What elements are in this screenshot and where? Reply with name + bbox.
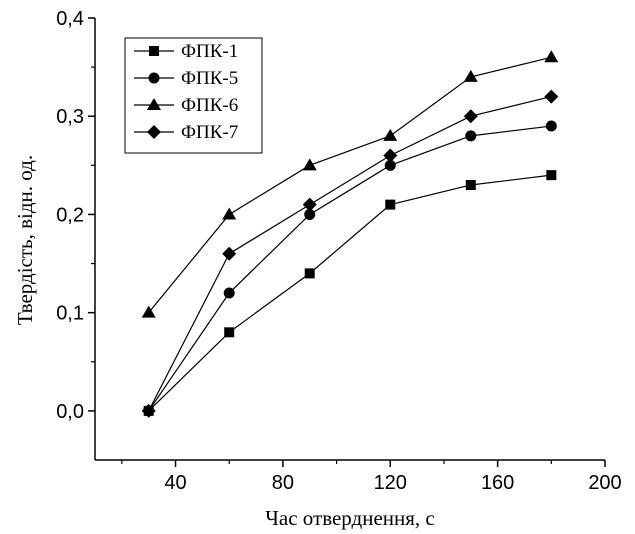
legend-item: ФПК-7 — [134, 122, 238, 143]
legend-marker — [149, 46, 159, 56]
legend-item: ФПК-6 — [134, 95, 238, 116]
x-axis-title: Час отверднення, с — [265, 506, 434, 530]
y-axis-title: Твердість, відн. од. — [13, 155, 37, 325]
legend-label: ФПК-7 — [181, 122, 238, 143]
legend-marker — [148, 72, 160, 84]
series-1 — [143, 170, 557, 416]
series-layer — [141, 50, 559, 418]
data-point-diamond — [544, 89, 559, 104]
series-line — [148, 174, 552, 412]
y-tick-label: 0,1 — [56, 303, 84, 325]
x-tick-label: 40 — [164, 472, 186, 494]
x-tick-label: 200 — [588, 472, 621, 494]
y-tick-label: 0,3 — [56, 106, 84, 128]
data-point-circle — [384, 159, 396, 171]
legend-marker — [147, 125, 161, 139]
x-tick-label: 80 — [272, 472, 294, 494]
series-line — [148, 56, 552, 314]
legend-item: ФПК-5 — [134, 68, 238, 89]
series-line — [148, 95, 552, 412]
x-tick-label: 120 — [374, 472, 407, 494]
legend-label: ФПК-5 — [181, 68, 238, 89]
legend-label: ФПК-6 — [181, 95, 238, 116]
data-point-square — [385, 199, 396, 210]
data-point-diamond — [141, 403, 156, 418]
data-point-diamond — [302, 197, 317, 212]
data-point-square — [224, 327, 235, 338]
y-tick-label: 0,4 — [56, 8, 84, 30]
data-point-triangle — [463, 69, 478, 82]
series-3 — [141, 50, 559, 318]
data-point-square — [546, 170, 557, 181]
data-point-diamond — [222, 246, 237, 261]
series-line — [148, 125, 552, 412]
series-2 — [143, 120, 557, 417]
ticks — [88, 17, 606, 467]
data-point-circle — [465, 130, 477, 142]
series-4 — [141, 89, 559, 418]
data-point-diamond — [383, 148, 398, 163]
data-point-square — [304, 268, 315, 279]
data-point-diamond — [463, 109, 478, 124]
tick-labels: 40 80 120 160 200 0,0 0,1 0,2 0,3 0,4 — [56, 8, 622, 494]
legend-box — [124, 37, 263, 154]
data-point-triangle — [383, 128, 398, 141]
legend-item: ФПК-1 — [134, 41, 238, 62]
y-tick-label: 0,0 — [56, 401, 84, 423]
x-tick-label: 160 — [481, 472, 514, 494]
data-point-triangle — [222, 207, 237, 220]
data-point-triangle — [141, 305, 156, 318]
legend-marker — [147, 98, 161, 110]
legend: ФПК-1 ФПК-5 ФПК-6 ФПК-7 — [124, 37, 263, 154]
data-point-circle — [304, 208, 316, 220]
y-tick-label: 0,2 — [56, 204, 84, 226]
data-point-circle — [223, 287, 235, 299]
legend-label: ФПК-1 — [181, 41, 238, 62]
data-point-square — [465, 179, 476, 190]
data-point-circle — [545, 120, 557, 132]
data-point-triangle — [544, 50, 559, 63]
axes — [94, 18, 605, 461]
data-point-triangle — [302, 158, 317, 171]
